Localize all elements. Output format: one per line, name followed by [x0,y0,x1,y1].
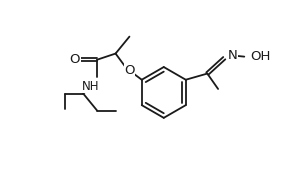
Text: N: N [227,49,237,62]
Text: OH: OH [250,50,271,63]
Text: O: O [69,53,80,66]
Text: O: O [124,64,135,77]
Text: NH: NH [82,80,100,93]
